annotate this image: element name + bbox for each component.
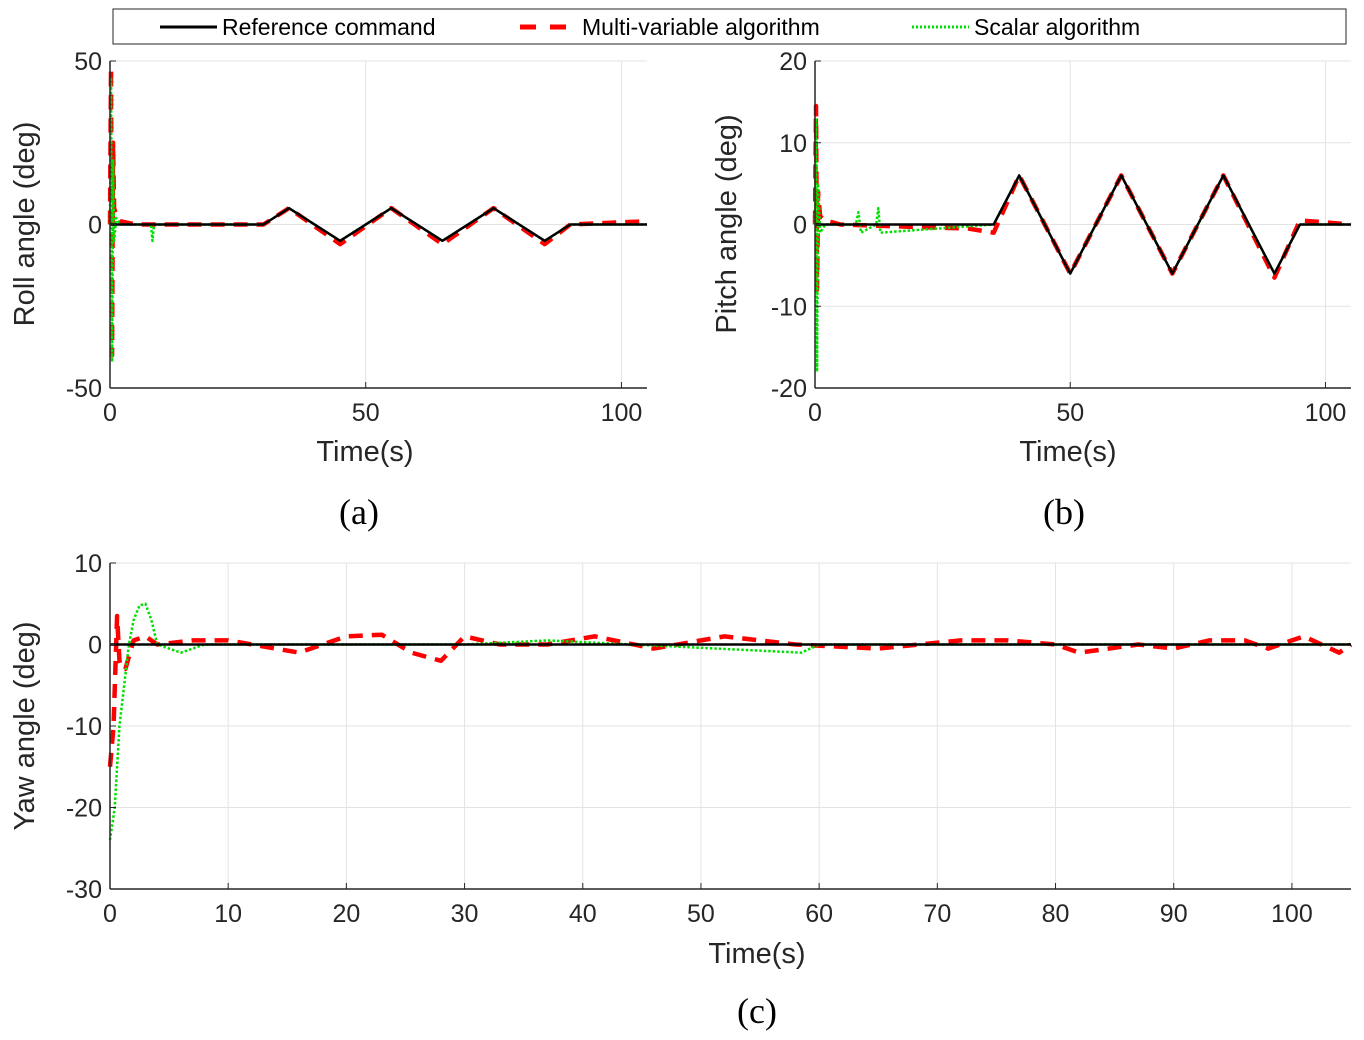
yaw-x-tick-label: 30 [451,900,479,928]
roll-y-tick-label: -50 [66,375,102,403]
legend: Reference command Multi-variable algorit… [112,8,1347,45]
pitch-series-scalar [813,116,1351,373]
pitch-x-tick-label: 100 [1305,399,1347,427]
yaw-x-tick-label: 50 [687,900,715,928]
yaw-x-tick-label: 10 [214,900,242,928]
roll-caption: (a) [339,492,379,532]
legend-label-multivariable: Multi-variable algorithm [582,14,820,40]
yaw-chart: 0 10 20 30 40 50 60 70 80 90 100 -30 -20 -10 0 10 [66,550,1353,928]
roll-x-axis-label: Time(s) [316,436,413,468]
yaw-x-tick-label: 90 [1160,900,1188,928]
yaw-y-tick-label: -30 [66,876,102,904]
roll-y-tick-label: 0 [88,212,102,240]
yaw-x-tick-label: 70 [923,900,951,928]
yaw-x-tick-label: 0 [103,900,117,928]
yaw-y-tick-label: -10 [66,713,102,741]
pitch-y-tick-label: -10 [771,293,807,321]
yaw-x-tick-label: 40 [569,900,597,928]
pitch-y-axis-label: Pitch angle (deg) [711,114,743,333]
pitch-caption: (b) [1043,492,1085,532]
yaw-y-tick-label: -20 [66,795,102,823]
yaw-series-scalar [108,602,1351,841]
pitch-chart: 0 50 100 -20 -10 0 10 20 [771,48,1352,427]
roll-x-tick-label: 0 [103,399,117,427]
roll-series-reference [110,206,647,243]
yaw-x-tick-label: 100 [1271,900,1313,928]
legend-label-reference: Reference command [222,14,436,40]
roll-y-axis-label: Roll angle (deg) [9,122,41,327]
yaw-x-tick-label: 60 [805,900,833,928]
yaw-y-tick-label: 0 [88,632,102,660]
pitch-x-axis-label: Time(s) [1019,436,1116,468]
pitch-y-tick-label: -20 [771,375,807,403]
yaw-caption: (c) [737,991,777,1031]
yaw-y-tick-label: 10 [74,550,102,578]
legend-label-scalar: Scalar algorithm [974,14,1140,40]
pitch-y-tick-label: 0 [793,212,807,240]
yaw-x-tick-label: 20 [332,900,360,928]
roll-y-tick-label: 50 [74,48,102,76]
pitch-series-reference [815,174,1351,275]
yaw-x-axis-label: Time(s) [708,938,805,970]
yaw-x-tick-label: 80 [1042,900,1070,928]
legend-box [112,8,1347,45]
pitch-x-tick-label: 50 [1056,399,1084,427]
pitch-y-tick-label: 20 [779,48,807,76]
pitch-y-tick-label: 10 [779,130,807,158]
pitch-x-tick-label: 0 [808,399,822,427]
roll-x-tick-label: 50 [352,399,380,427]
yaw-y-axis-label: Yaw angle (deg) [9,621,41,830]
roll-x-tick-label: 100 [601,399,643,427]
